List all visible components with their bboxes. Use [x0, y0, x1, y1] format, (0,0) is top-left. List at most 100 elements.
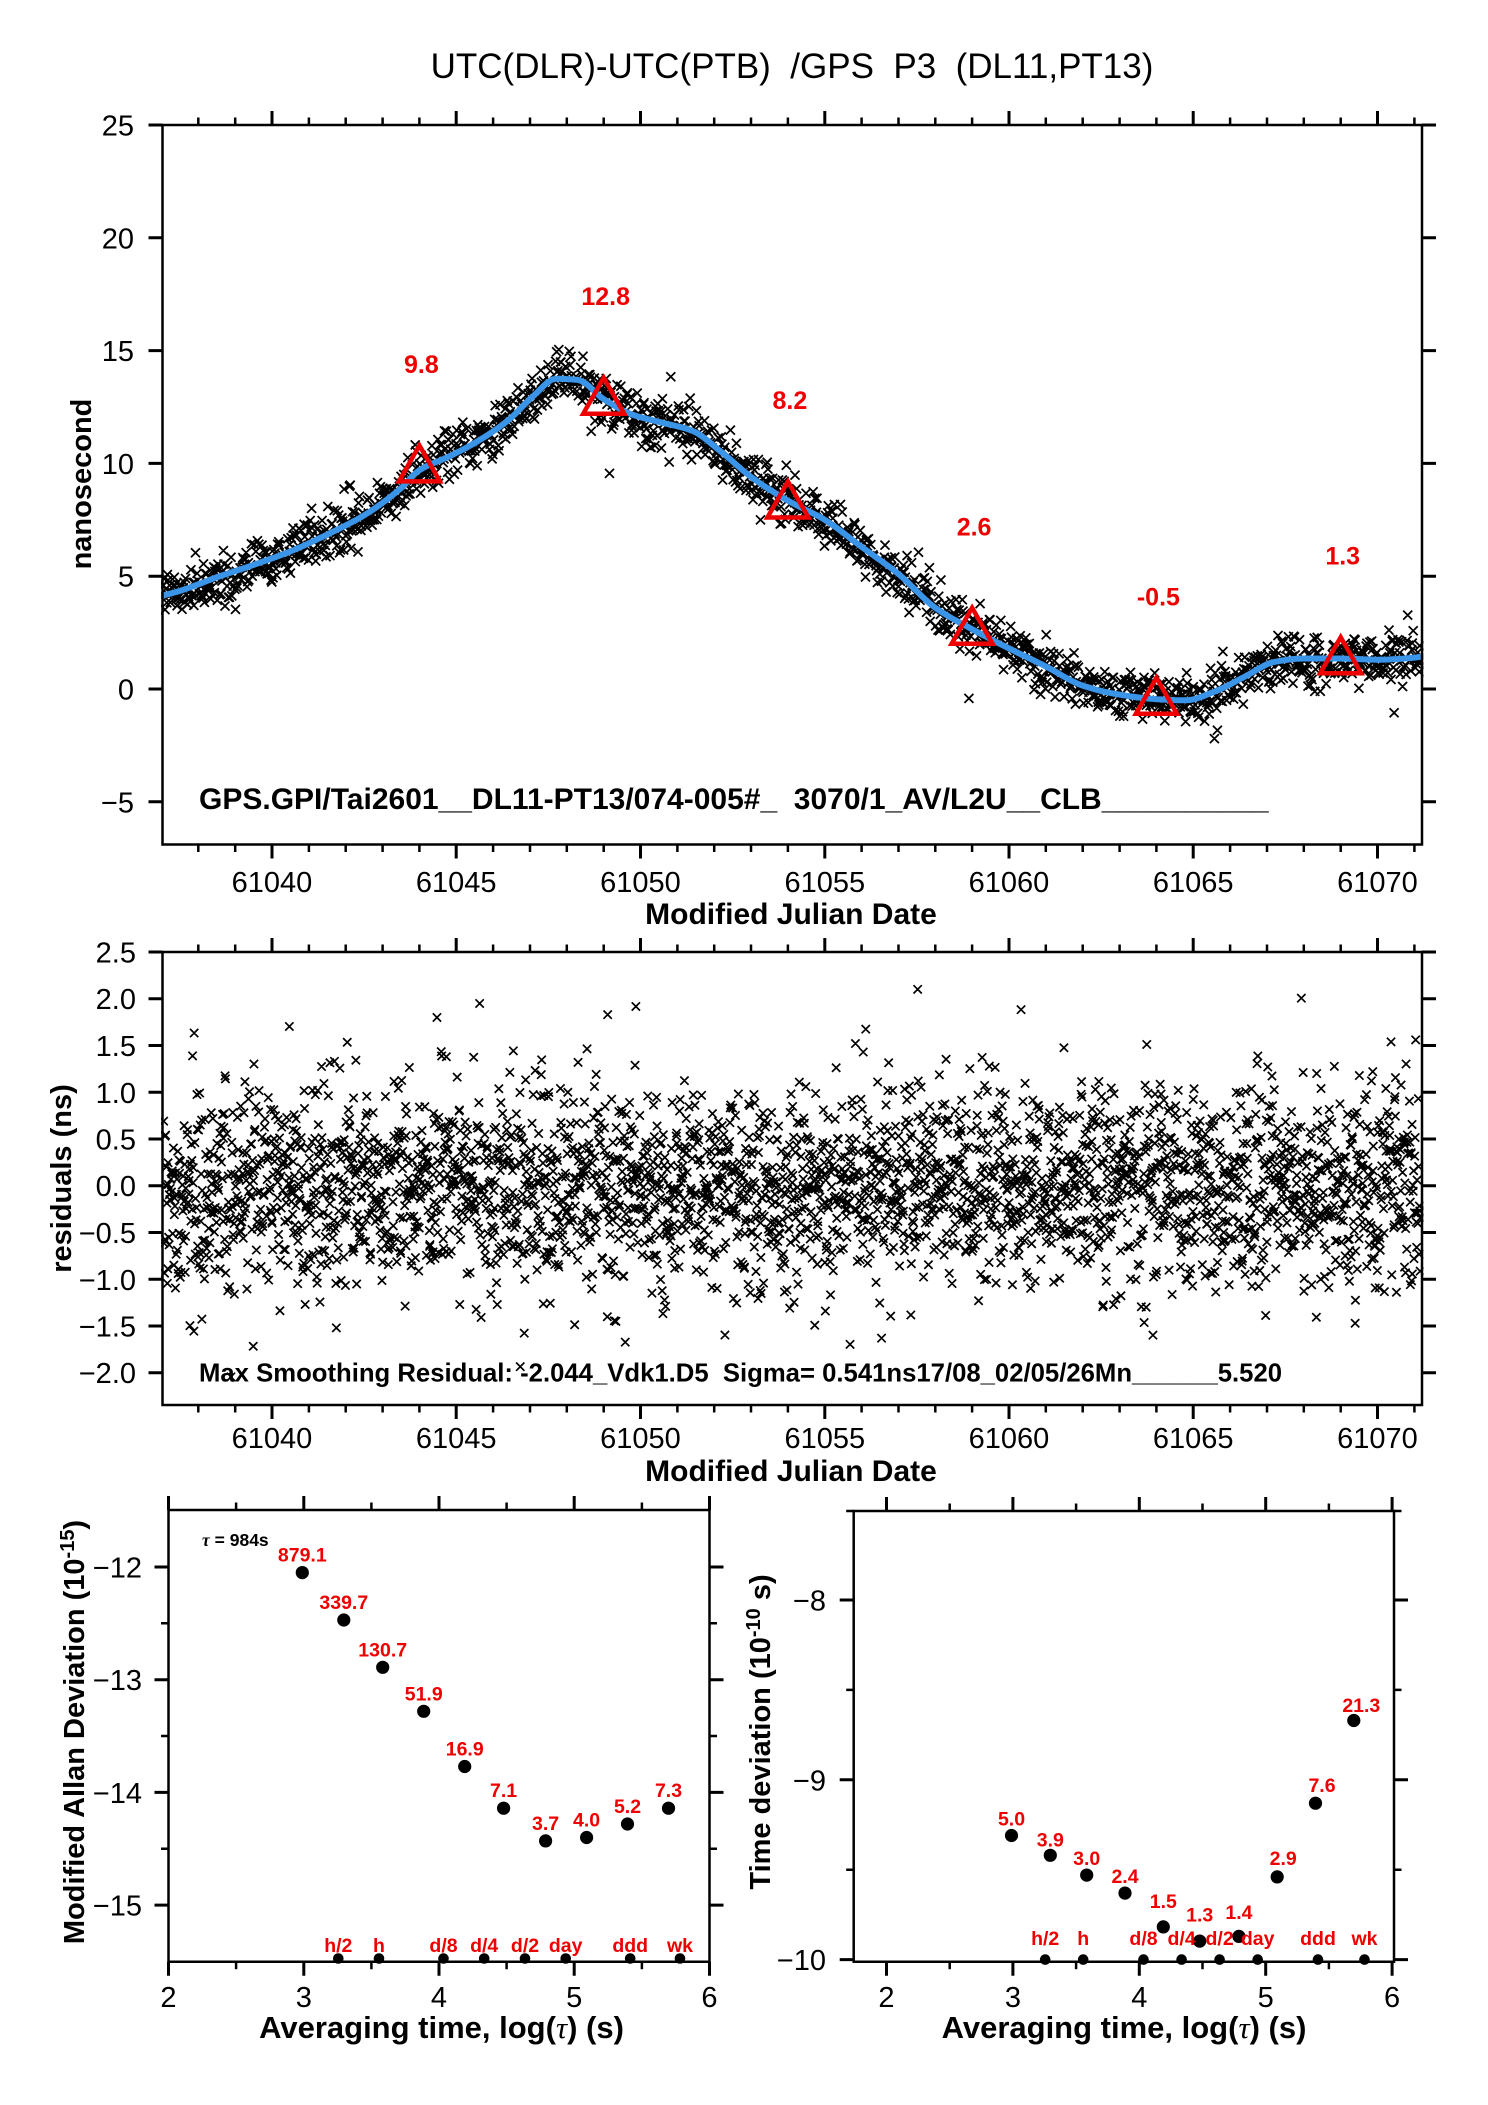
svg-text:-0.5: -0.5: [1137, 583, 1180, 611]
svg-text:−10: −10: [777, 1945, 826, 1977]
svg-text:61070: 61070: [1337, 867, 1418, 899]
svg-text:2: 2: [878, 1982, 894, 2014]
svg-text:7.6: 7.6: [1308, 1775, 1335, 1797]
svg-text:2.4: 2.4: [1111, 1866, 1138, 1888]
svg-text:0: 0: [118, 675, 134, 707]
svg-text:61060: 61060: [969, 867, 1050, 899]
svg-text:61045: 61045: [416, 1423, 497, 1455]
svg-text:−13: −13: [93, 1665, 142, 1697]
svg-text:d/2: d/2: [511, 1935, 539, 1957]
svg-text:1.5: 1.5: [1150, 1891, 1177, 1913]
svg-text:20: 20: [102, 223, 134, 255]
svg-text:61050: 61050: [600, 1423, 681, 1455]
svg-text:ddd: ddd: [1300, 1928, 1336, 1950]
svg-text:d/8: d/8: [429, 1935, 457, 1957]
svg-text:61050: 61050: [600, 867, 681, 899]
svg-text:5.2: 5.2: [614, 1796, 641, 1818]
svg-text:879.1: 879.1: [278, 1545, 327, 1567]
svg-text:−1.5: −1.5: [79, 1312, 136, 1344]
svg-text:1.3: 1.3: [1325, 543, 1360, 571]
svg-text:Modified Allan Deviation (10-1: Modified Allan Deviation (10-15): [57, 1520, 91, 1944]
svg-text:5: 5: [118, 562, 134, 594]
svg-text:day: day: [549, 1935, 583, 1957]
svg-text:4: 4: [1131, 1982, 1147, 2014]
svg-text:1.0: 1.0: [96, 1078, 136, 1110]
svg-text:wk: wk: [666, 1935, 693, 1957]
svg-text:15: 15: [102, 336, 134, 368]
svg-text:d/4: d/4: [1168, 1928, 1196, 1950]
svg-text:3: 3: [1005, 1982, 1021, 2014]
svg-text:7.3: 7.3: [655, 1780, 682, 1802]
svg-text:3.9: 3.9: [1037, 1829, 1064, 1851]
svg-text:h/2: h/2: [1031, 1928, 1059, 1950]
svg-text:8.2: 8.2: [773, 387, 808, 415]
svg-text:Averaging time, log(τ) (s): Averaging time, log(τ) (s): [942, 2010, 1307, 2045]
svg-text:0.5: 0.5: [96, 1125, 136, 1157]
svg-text:day: day: [1241, 1928, 1275, 1950]
svg-text:−8: −8: [793, 1586, 826, 1618]
svg-text:2: 2: [160, 1982, 176, 2014]
svg-text:d/8: d/8: [1129, 1928, 1157, 1950]
svg-text:d/2: d/2: [1206, 1928, 1234, 1950]
svg-text:6: 6: [701, 1982, 717, 2014]
svg-text:61065: 61065: [1153, 1423, 1234, 1455]
svg-text:3.0: 3.0: [1073, 1848, 1100, 1870]
svg-text:GPS.GPI/Tai2601__DL11-PT13/074: GPS.GPI/Tai2601__DL11-PT13/074-005#_ 307…: [199, 783, 1269, 816]
svg-text:51.9: 51.9: [405, 1683, 443, 1705]
svg-text:61040: 61040: [232, 867, 313, 899]
svg-text:wk: wk: [1350, 1928, 1377, 1950]
svg-text:3: 3: [296, 1982, 312, 2014]
svg-text:2.5: 2.5: [96, 938, 136, 970]
svg-text:1.4: 1.4: [1225, 1902, 1252, 1924]
svg-text:61070: 61070: [1337, 1423, 1418, 1455]
svg-text:4: 4: [431, 1982, 447, 2014]
svg-text:2.0: 2.0: [96, 984, 136, 1016]
svg-text:61055: 61055: [784, 867, 865, 899]
svg-text:130.7: 130.7: [358, 1639, 407, 1661]
svg-text:Modified Julian Date: Modified Julian Date: [645, 1455, 937, 1488]
svg-text:h: h: [1077, 1928, 1089, 1950]
svg-text:−15: −15: [93, 1891, 142, 1923]
svg-text:Modified Julian Date: Modified Julian Date: [645, 898, 937, 931]
svg-text:5: 5: [1258, 1982, 1274, 2014]
svg-text:−5: −5: [101, 787, 134, 819]
svg-text:h/2: h/2: [324, 1935, 352, 1957]
svg-text:3.7: 3.7: [532, 1813, 559, 1835]
svg-text:1.3: 1.3: [1186, 1905, 1213, 1927]
svg-text:61055: 61055: [784, 1423, 865, 1455]
svg-text:−12: −12: [93, 1553, 142, 1585]
svg-text:6: 6: [1384, 1982, 1400, 2014]
svg-text:ddd: ddd: [612, 1935, 648, 1957]
svg-text:5.0: 5.0: [998, 1809, 1025, 1831]
svg-text:Max Smoothing Residual: -2.044: Max Smoothing Residual: -2.044_Vdk1.D5 S…: [199, 1360, 1282, 1388]
svg-text:5: 5: [566, 1982, 582, 2014]
svg-text:nanosecond: nanosecond: [66, 399, 98, 570]
svg-text:2.6: 2.6: [957, 513, 992, 541]
svg-text:d/4: d/4: [470, 1935, 498, 1957]
svg-text:25: 25: [102, 111, 134, 143]
svg-text:12.8: 12.8: [581, 283, 630, 311]
svg-text:−0.5: −0.5: [79, 1218, 136, 1250]
svg-text:9.8: 9.8: [404, 351, 439, 379]
svg-text:residuals (ns): residuals (ns): [46, 1084, 78, 1273]
svg-text:UTC(DLR)-UTC(PTB) /GPS P3 (: UTC(DLR)-UTC(PTB) /GPS P3 (DL11,PT13): [431, 47, 1154, 86]
svg-text:τ = 984s: τ = 984s: [202, 1530, 269, 1550]
svg-text:h: h: [373, 1935, 385, 1957]
svg-text:16.9: 16.9: [446, 1739, 484, 1761]
svg-text:21.3: 21.3: [1342, 1695, 1380, 1717]
svg-text:−14: −14: [93, 1778, 142, 1810]
svg-text:61060: 61060: [969, 1423, 1050, 1455]
svg-text:4.0: 4.0: [573, 1810, 600, 1832]
svg-text:339.7: 339.7: [319, 1592, 368, 1614]
svg-text:61040: 61040: [232, 1423, 313, 1455]
svg-text:7.1: 7.1: [490, 1780, 517, 1802]
svg-text:2.9: 2.9: [1270, 1848, 1297, 1870]
svg-text:10: 10: [102, 449, 134, 481]
svg-text:−9: −9: [793, 1765, 826, 1797]
svg-text:0.0: 0.0: [96, 1171, 136, 1203]
svg-text:1.5: 1.5: [96, 1031, 136, 1063]
svg-text:−1.0: −1.0: [79, 1265, 136, 1297]
svg-text:61065: 61065: [1153, 867, 1234, 899]
svg-text:61045: 61045: [416, 867, 497, 899]
svg-text:−2.0: −2.0: [79, 1358, 136, 1390]
